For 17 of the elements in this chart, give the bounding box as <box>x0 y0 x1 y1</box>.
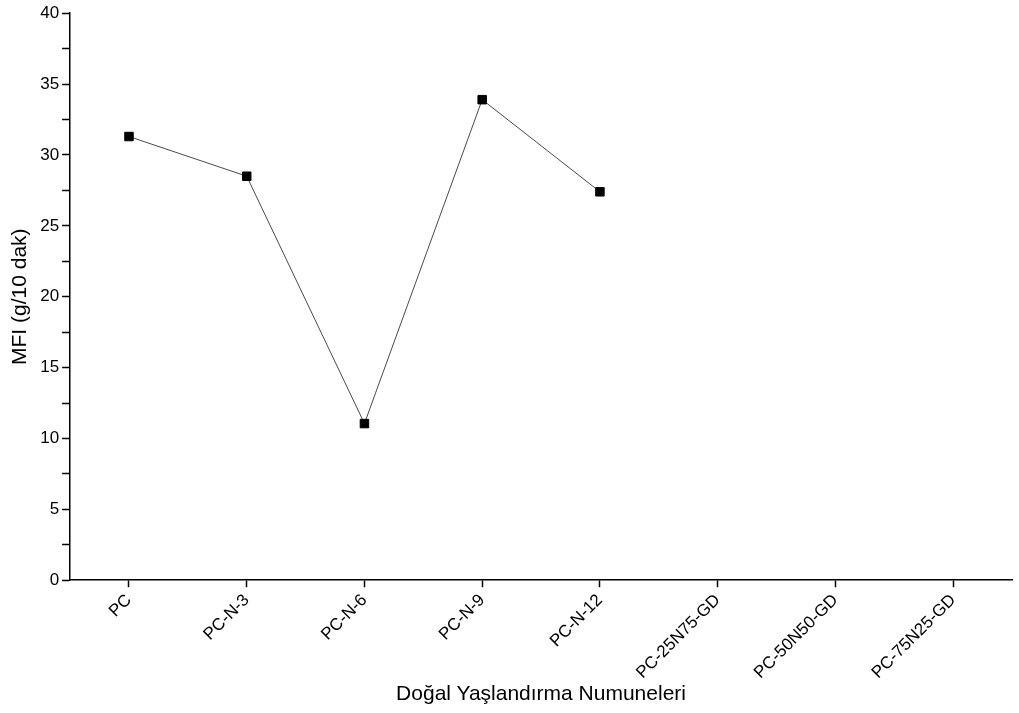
point <box>124 131 134 142</box>
y-axis-title: MFI (g/10 dak) <box>7 228 31 365</box>
point <box>241 171 252 181</box>
y-tick-label: 35 <box>40 73 60 93</box>
y-tick-label: 10 <box>40 428 60 448</box>
x-axis-title: Doğal Yaşlandırma Numuneleri <box>396 681 686 705</box>
y-tick-label: 40 <box>40 2 60 22</box>
y-tick-label: 25 <box>40 215 60 235</box>
y-tick-label: 15 <box>40 357 60 377</box>
x-tick-label: PC <box>104 590 136 621</box>
y-tick-label: 5 <box>49 499 60 519</box>
point <box>477 94 487 105</box>
y-tick-label: 30 <box>40 144 60 164</box>
point <box>359 418 370 429</box>
point <box>595 187 605 197</box>
y-tick-label: 0 <box>49 569 60 589</box>
y-tick-label: 20 <box>40 286 60 306</box>
